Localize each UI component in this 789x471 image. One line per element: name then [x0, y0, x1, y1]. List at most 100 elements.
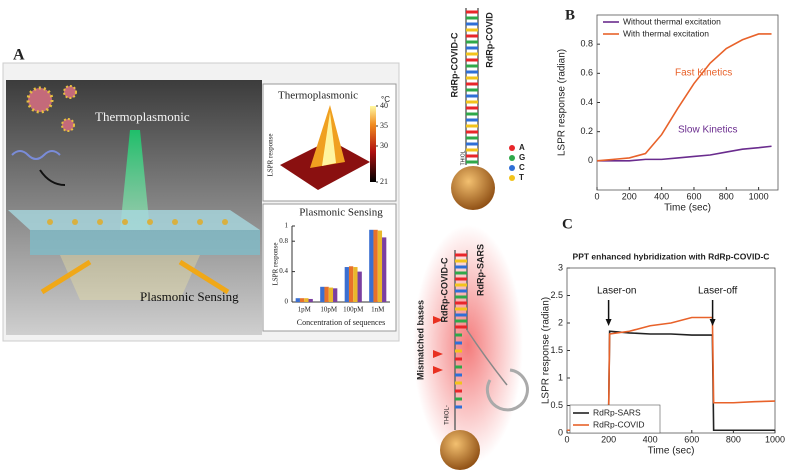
- y-tick-label: 0.5: [550, 400, 563, 410]
- base-legend-dot: [509, 165, 515, 171]
- base-legend-label: A: [519, 143, 525, 152]
- bar: [324, 286, 329, 302]
- colorbar-tick-label: 21: [380, 177, 388, 186]
- base-legend-dot: [509, 155, 515, 161]
- laser-beam: [120, 130, 150, 230]
- x-tick-label: 200: [622, 191, 637, 201]
- annotation-arrowhead: [605, 319, 612, 326]
- bar: [373, 229, 378, 302]
- chart-title: Plasmonic Sensing: [299, 207, 383, 219]
- annotation: Fast Kinetics: [675, 68, 732, 79]
- y-tick-label: 0: [558, 427, 563, 437]
- mismatch-note: Mismatched bases: [415, 300, 425, 380]
- x-tick-label: 1nM: [371, 306, 385, 314]
- bar: [369, 229, 374, 302]
- y-tick-label: 0.6: [580, 68, 593, 78]
- y-axis-label: LSPR response (radian): [557, 49, 568, 156]
- y-tick-label: 0.4: [580, 97, 593, 107]
- colorbar: [370, 106, 376, 182]
- x-tick-label: 600: [684, 434, 699, 444]
- bar: [328, 287, 334, 302]
- base-legend-label: C: [519, 163, 525, 172]
- annotation: Laser-off: [698, 286, 738, 297]
- plot-frame: [596, 14, 779, 191]
- base-legend-dot: [509, 145, 515, 151]
- x-axis-label: Time (sec): [648, 446, 695, 457]
- beam-label: Thermoplasmonic: [95, 109, 190, 124]
- legend-label: RdRp-SARS: [593, 407, 641, 417]
- x-tick-label: 800: [726, 434, 741, 444]
- base-legend-dot: [509, 175, 515, 181]
- colorbar-unit: °C: [381, 95, 390, 104]
- strand-label: RdRp-COVID: [484, 12, 494, 68]
- glass-slab: [8, 210, 260, 230]
- annotation: Slow Kinetics: [678, 125, 737, 136]
- colorbar-tick-label: 40: [380, 101, 388, 110]
- y-axis-label: LSPR response (radian): [541, 297, 552, 404]
- bar: [377, 230, 383, 302]
- y-tick-label: 0.8: [279, 237, 288, 245]
- annotation: Laser-on: [597, 286, 636, 297]
- heatmap-surface: [280, 105, 370, 190]
- bar: [304, 298, 309, 302]
- x-tick-label: 400: [654, 191, 669, 201]
- bar: [299, 298, 305, 302]
- sensing-arrows: [40, 259, 230, 295]
- bar: [344, 267, 349, 302]
- legend-label: Without thermal excitation: [623, 16, 721, 26]
- y-tick-label: 0: [285, 298, 289, 306]
- legend-box: [569, 404, 661, 434]
- colorbar-tick-label: 35: [380, 121, 388, 130]
- y-tick-label: 1.5: [550, 345, 563, 355]
- colorbar-tick-label: 30: [380, 141, 388, 150]
- bar: [308, 298, 313, 302]
- data-line: [596, 33, 772, 162]
- nanoparticles: [47, 219, 228, 225]
- heatmap-title: Thermoplasmonic: [278, 90, 358, 102]
- x-tick-label: 10pM: [320, 306, 338, 314]
- heatmap-ylabel: LSPR response: [267, 134, 275, 177]
- base-legend-label: G: [519, 153, 525, 162]
- x-tick-label: 100pM: [343, 306, 364, 314]
- sensing-label: Plasmonic Sensing: [140, 289, 239, 304]
- panel-label: C: [562, 216, 573, 232]
- y-axis-label: LSPR response: [272, 243, 280, 286]
- bar: [382, 237, 387, 302]
- x-axis-label: Time (sec): [664, 203, 711, 214]
- data-line: [597, 145, 772, 162]
- base-legend-label: T: [519, 173, 524, 182]
- heat-glow: [413, 225, 523, 465]
- panel-label: A: [13, 47, 25, 64]
- panel-label: B: [565, 7, 575, 23]
- bar: [320, 286, 325, 302]
- strand-label: RdRp-SARS: [475, 244, 485, 296]
- dna-bottom: [433, 250, 529, 470]
- chart-title: PPT enhanced hybridization with RdRp-COV…: [573, 251, 770, 261]
- bar: [295, 298, 300, 302]
- x-tick-label: 800: [719, 191, 734, 201]
- legend-label: RdRp-COVID: [593, 419, 644, 429]
- bar: [333, 288, 338, 302]
- strand-label: RdRp-COVID-C: [449, 32, 459, 97]
- y-tick-label: 0.8: [580, 39, 593, 49]
- y-tick-label: 1: [285, 222, 289, 230]
- x-tick-label: 0: [594, 191, 599, 201]
- y-tick-label: 0: [588, 155, 593, 165]
- y-tick-label: 1: [558, 372, 563, 382]
- x-tick-label: 600: [686, 191, 701, 201]
- y-tick-label: 0.4: [279, 267, 288, 275]
- x-tick-label: 200: [601, 434, 616, 444]
- x-tick-label: 1000: [749, 191, 769, 201]
- bar: [353, 267, 358, 302]
- anchor-label: THIOL-: [445, 405, 451, 425]
- y-tick-label: 2: [558, 317, 563, 327]
- dna-top: [451, 8, 495, 210]
- x-axis-label: Concentration of sequences: [297, 318, 385, 327]
- glass-slab-side: [30, 230, 260, 255]
- x-tick-label: 400: [643, 434, 658, 444]
- virus-icons: [11, 85, 77, 186]
- legend-label: With thermal excitation: [623, 28, 709, 38]
- x-tick-label: 1pM: [298, 306, 312, 314]
- x-tick-label: 0: [564, 434, 569, 444]
